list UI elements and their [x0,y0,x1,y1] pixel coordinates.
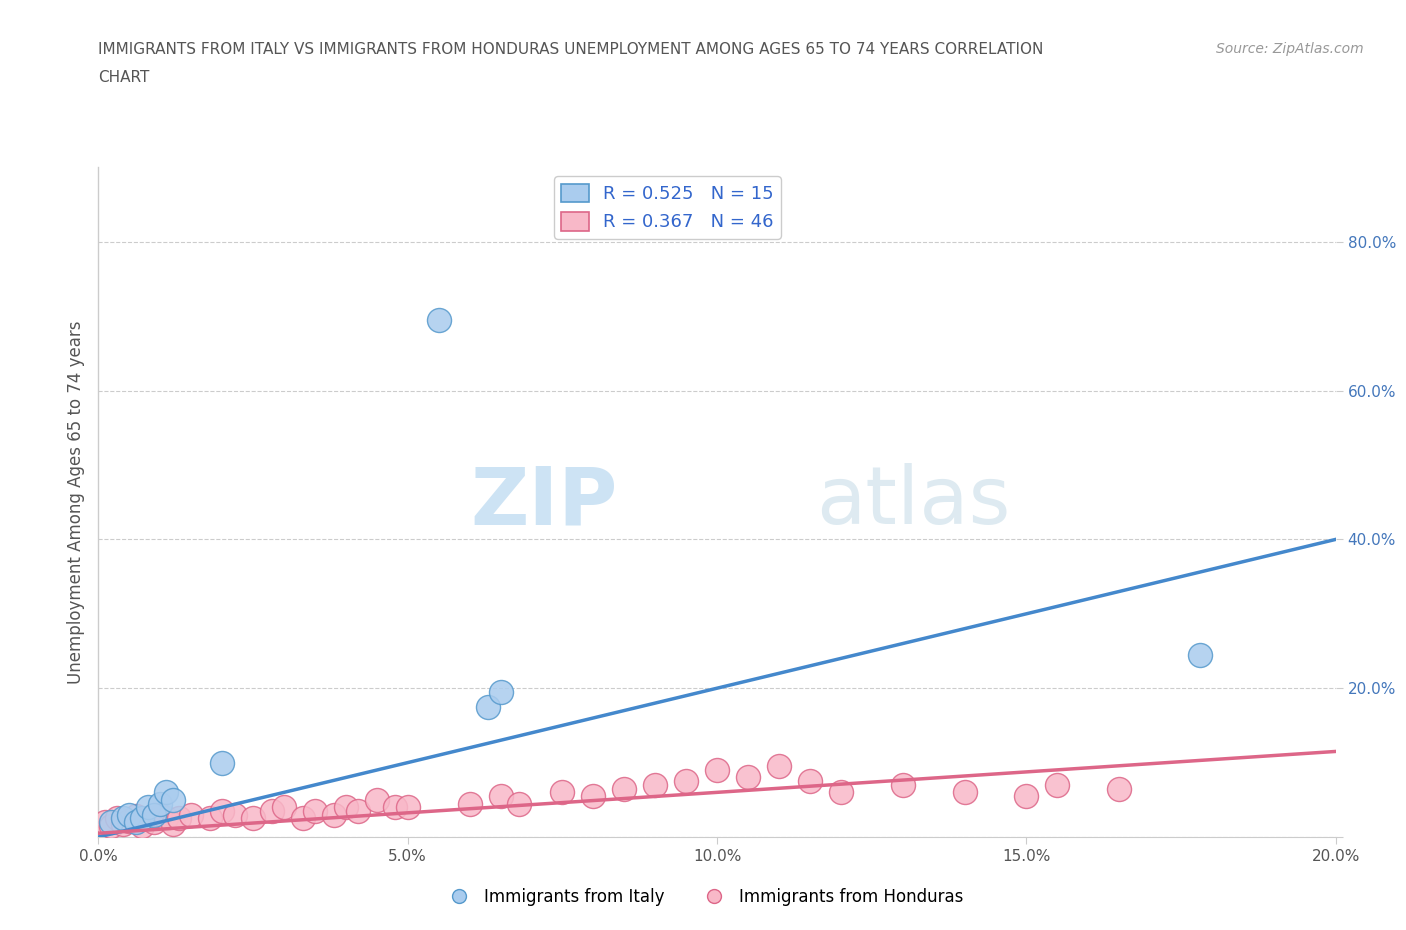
Point [118,813,141,828]
Point [427,312,450,327]
Point [143,807,166,822]
Point [1188,647,1211,662]
Point [737,770,759,785]
Point [799,774,821,789]
Point [260,804,283,818]
Point [149,796,172,811]
Point [335,800,357,815]
Point [93,815,115,830]
Point [891,777,914,792]
Text: IMMIGRANTS FROM ITALY VS IMMIGRANTS FROM HONDURAS UNEMPLOYMENT AMONG AGES 65 TO : IMMIGRANTS FROM ITALY VS IMMIGRANTS FROM… [98,42,1043,57]
Point [1108,781,1130,796]
Point [180,807,202,822]
Point [124,815,146,830]
Point [477,699,499,714]
Point [366,792,388,807]
Point [644,777,666,792]
Point [613,781,636,796]
Point [489,789,512,804]
Point [167,811,190,826]
Point [198,811,221,826]
Point [112,817,135,831]
Point [224,807,246,822]
Point [112,811,135,826]
Point [124,809,146,824]
Point [508,796,530,811]
Point [100,815,122,830]
Point [322,807,344,822]
Point [273,800,295,815]
Point [211,804,233,818]
Point [242,811,264,826]
Point [162,792,184,807]
Point [155,811,177,826]
Point [162,817,184,831]
Point [1046,777,1069,792]
Point [582,789,605,804]
Point [131,818,153,833]
Text: CHART: CHART [98,70,150,85]
Point [953,785,976,800]
Point [768,759,790,774]
Point [149,807,172,822]
Point [118,807,141,822]
Point [347,804,370,818]
Text: atlas: atlas [815,463,1011,541]
Point [155,785,177,800]
Point [105,811,128,826]
Point [551,785,574,800]
Point [211,755,233,770]
Point [1015,789,1038,804]
Point [384,800,406,815]
Point [143,815,166,830]
Point [489,684,512,699]
Point [830,785,852,800]
Point [131,811,153,826]
Legend: Immigrants from Italy, Immigrants from Honduras: Immigrants from Italy, Immigrants from H… [436,881,970,912]
Text: Source: ZipAtlas.com: Source: ZipAtlas.com [1216,42,1364,56]
Point [304,804,326,818]
Point [136,800,159,815]
Point [396,800,419,815]
Legend: R = 0.525   N = 15, R = 0.367   N = 46: R = 0.525 N = 15, R = 0.367 N = 46 [554,177,780,239]
Point [291,811,314,826]
Point [100,818,122,833]
Point [706,763,728,777]
Point [675,774,697,789]
Point [458,796,481,811]
Y-axis label: Unemployment Among Ages 65 to 74 years: Unemployment Among Ages 65 to 74 years [66,321,84,684]
Text: ZIP: ZIP [471,463,619,541]
Point [136,811,159,826]
